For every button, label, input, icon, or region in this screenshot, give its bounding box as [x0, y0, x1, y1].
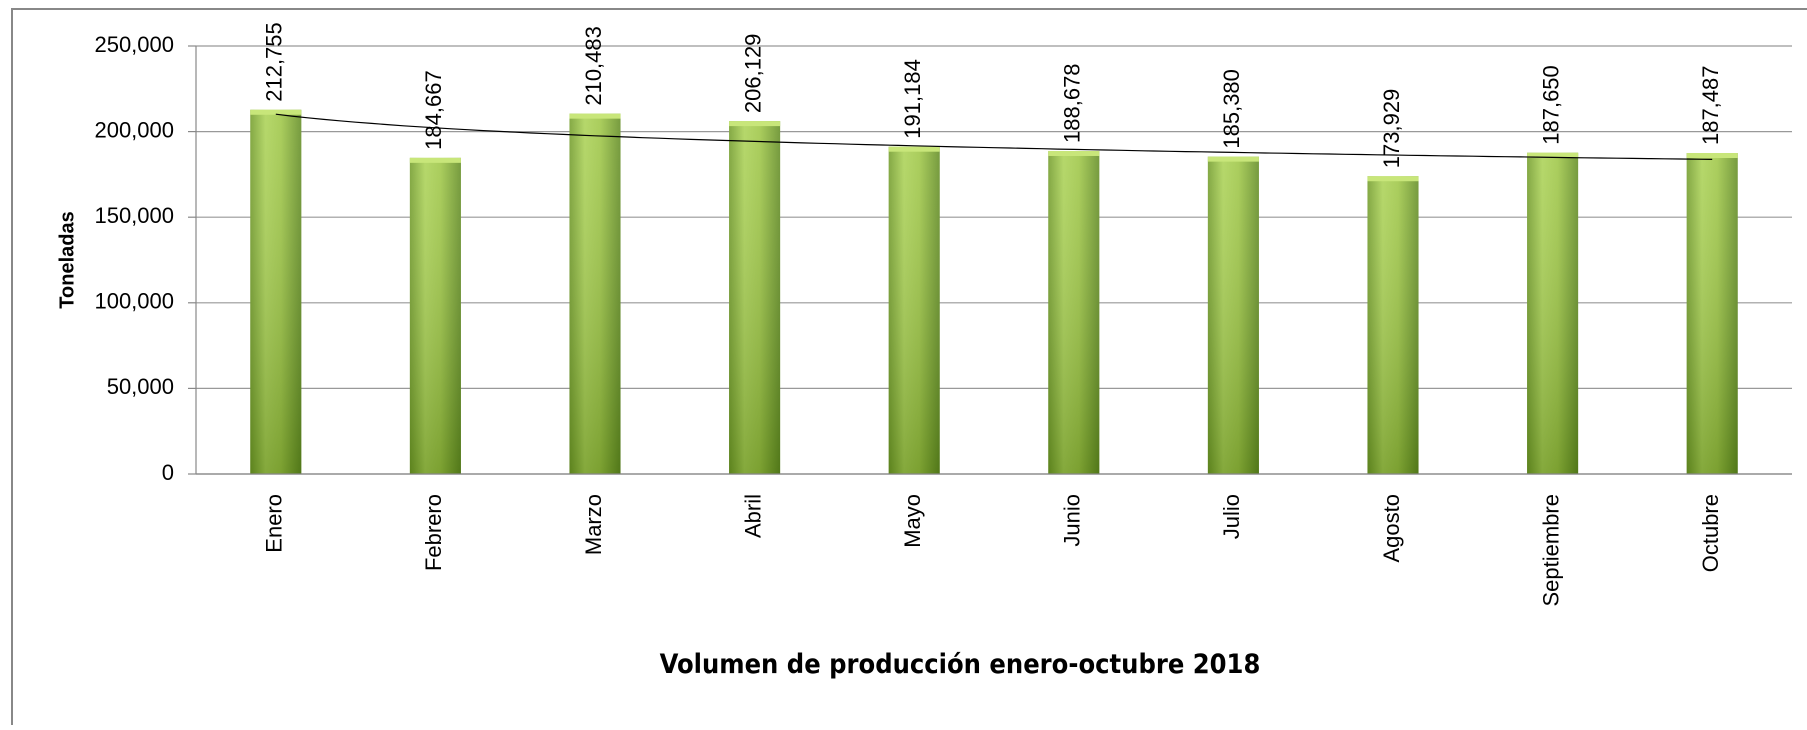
bar-shade — [409, 157, 461, 474]
data-label: 184,667 — [421, 70, 446, 150]
data-label: 187,487 — [1698, 65, 1723, 145]
data-label: 188,678 — [1060, 63, 1085, 143]
bar-shade — [1048, 150, 1100, 474]
bar-cap — [1207, 156, 1259, 162]
bar-cap — [1527, 152, 1579, 158]
bar-shade — [888, 146, 940, 474]
bar-shade — [569, 113, 621, 474]
x-tick-label: Enero — [262, 494, 287, 553]
x-tick-label: Agosto — [1379, 494, 1404, 563]
y-tick-label: 0 — [162, 460, 174, 485]
bar-shade — [250, 109, 302, 475]
data-label: 185,380 — [1219, 69, 1244, 149]
x-tick-label: Julio — [1219, 494, 1244, 539]
x-tick-label: Abril — [740, 494, 765, 538]
y-tick-label: 100,000 — [94, 289, 174, 314]
y-tick-label: 200,000 — [94, 117, 174, 142]
x-tick-label: Marzo — [581, 494, 606, 555]
data-label: 191,184 — [900, 59, 925, 139]
bar-cap — [409, 157, 461, 163]
bar-cap — [250, 109, 302, 115]
x-tick-label: Octubre — [1698, 494, 1723, 572]
chart-frame — [11, 8, 1807, 730]
data-label: 173,929 — [1379, 89, 1404, 169]
x-tick-label: Junio — [1060, 494, 1085, 547]
y-axis-title: Toneladas — [56, 211, 78, 308]
bar-shade — [1686, 153, 1738, 474]
bar-shade — [729, 121, 781, 475]
data-label: 212,755 — [262, 22, 287, 102]
bar-cap — [729, 121, 781, 127]
data-label: 187,650 — [1538, 65, 1563, 145]
y-tick-label: 250,000 — [94, 32, 174, 57]
y-tick-label: 50,000 — [107, 374, 174, 399]
x-tick-label: Mayo — [900, 494, 925, 548]
data-label: 206,129 — [740, 34, 765, 114]
bar-cap — [888, 146, 940, 152]
x-axis-title: Volumen de producción enero-octubre 2018 — [660, 649, 1261, 680]
bar-cap — [569, 113, 621, 119]
bar-shade — [1367, 176, 1419, 474]
y-tick-label: 150,000 — [94, 203, 174, 228]
trend-line — [275, 113, 1713, 160]
bar-cap — [1048, 150, 1100, 156]
x-tick-label: Septiembre — [1538, 494, 1563, 607]
bar-cap — [1686, 153, 1738, 159]
data-label: 210,483 — [581, 26, 606, 106]
x-tick-label: Febrero — [421, 494, 446, 571]
bar-cap — [1367, 176, 1419, 182]
bar-shade — [1207, 156, 1259, 474]
bar-shade — [1527, 152, 1579, 474]
